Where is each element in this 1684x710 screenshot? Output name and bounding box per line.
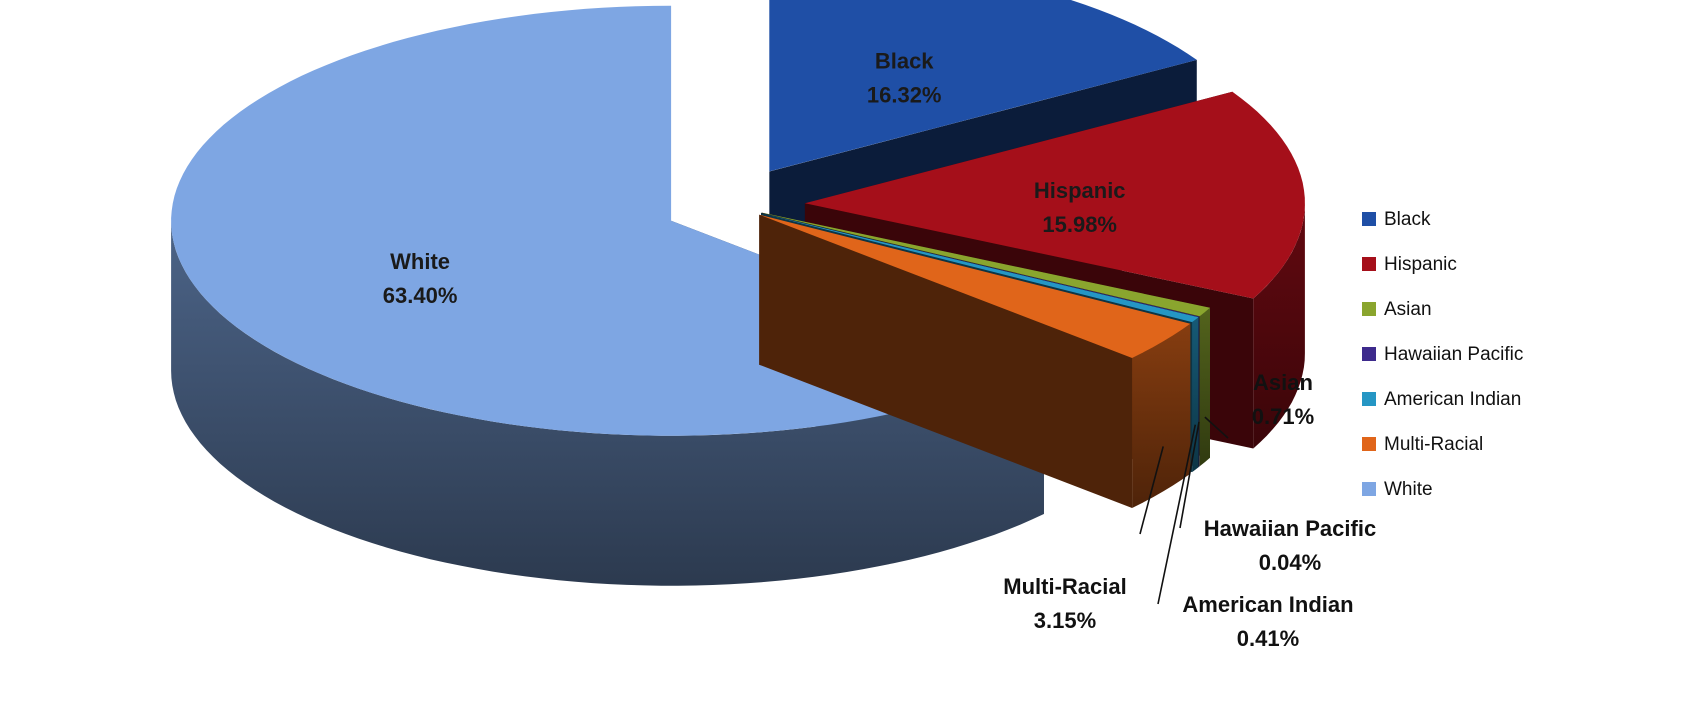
legend-item-white: White [1362,479,1433,500]
data-label-multi-racial-value: 3.15% [1034,608,1096,633]
legend-swatch-multi-racial [1362,437,1376,451]
legend-label-black: Black [1384,209,1431,230]
legend-item-hispanic: Hispanic [1362,254,1457,275]
data-label-multi-racial-name: Multi-Racial [1003,574,1126,599]
slice-top-hawaiian-pacific [761,213,1200,318]
leader-lines [1139,416,1229,605]
pie-slices [171,0,1305,586]
leader-line-american-indian [1157,424,1197,605]
slice-top-american-indian [761,213,1199,323]
slice-wall-multi-racial-end [759,214,1133,508]
legend-swatch-black [1362,212,1376,226]
slice-side-multi-racial [1132,323,1191,508]
data-label-asian-value: 0.71% [1252,404,1314,429]
slice-top-multi-racial [759,214,1191,358]
data-label-black-name: Black [875,48,934,73]
legend: Black Hispanic Asian Hawaiian Pacific Americ… [1362,209,1523,500]
leader-line-asian [1204,416,1229,439]
slice-side-hispanic [1253,203,1305,449]
legend-swatch-hispanic [1362,257,1376,271]
data-label-asian-name: Asian [1253,370,1313,395]
data-label-hispanic-name: Hispanic [1034,178,1126,203]
legend-label-hawaiian-pacific: Hawaiian Pacific [1384,344,1523,365]
leader-line-multi-racial [1139,446,1164,535]
legend-swatch-white [1362,482,1376,496]
data-label-american-indian-value: 0.41% [1237,626,1299,651]
data-label-hawaiian-pacific-name: Hawaiian Pacific [1204,516,1376,541]
slice-top-black [769,0,1197,172]
data-label-white-value: 63.40% [383,283,458,308]
legend-item-asian: Asian [1362,299,1432,320]
data-label-hispanic-value: 15.98% [1042,212,1117,237]
legend-swatch-american-indian [1362,392,1376,406]
legend-label-hispanic: Hispanic [1384,254,1457,275]
slice-side-white [171,220,1044,586]
slice-side-asian [1199,307,1210,467]
legend-item-hawaiian-pacific: Hawaiian Pacific [1362,344,1523,365]
legend-label-american-indian: American Indian [1384,389,1521,410]
data-label-black-value: 16.32% [867,82,942,107]
legend-label-white: White [1384,479,1433,500]
legend-swatch-hawaiian-pacific [1362,347,1376,361]
legend-label-multi-racial: Multi-Racial [1384,434,1483,455]
legend-item-american-indian: American Indian [1362,389,1521,410]
legend-item-multi-racial: Multi-Racial [1362,434,1483,455]
slice-multi-racial [759,214,1191,508]
leader-line-hawaiian-pacific [1179,421,1200,529]
slice-side-hawaiian-pacific [1198,316,1200,468]
data-label-white-name: White [390,249,450,274]
legend-swatch-asian [1362,302,1376,316]
slice-top-asian [761,212,1210,317]
legend-item-black: Black [1362,209,1431,230]
data-labels: Black 16.32% Hispanic 15.98% Asian 0.71% Hawai… [383,48,1376,651]
slice-top-hispanic [804,91,1305,299]
legend-label-asian: Asian [1384,299,1432,320]
data-label-hawaiian-pacific-value: 0.04% [1259,550,1321,575]
slice-side-american-indian [1192,317,1199,473]
data-label-american-indian-name: American Indian [1182,592,1353,617]
